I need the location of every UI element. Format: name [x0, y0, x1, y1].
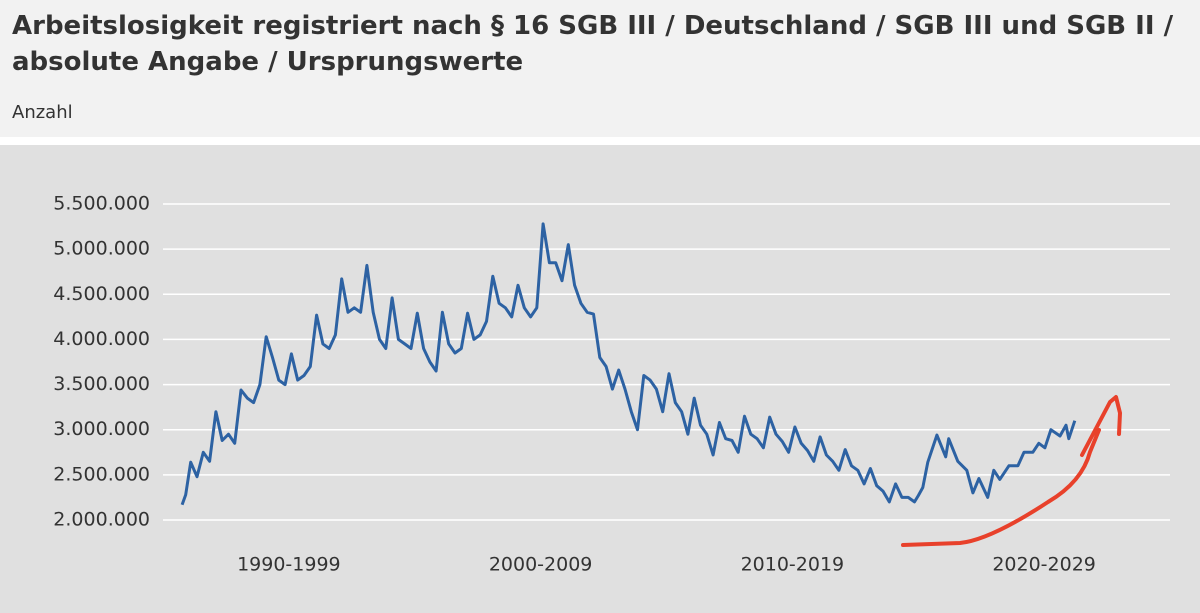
plot-background: [0, 145, 1200, 613]
chart: 2.000.000 2.500.000 3.000.000 3.500.000 4.00…: [0, 145, 1200, 613]
y-tick-label: 4.000.000: [53, 328, 150, 350]
x-tick-label: 2010-2019: [741, 554, 845, 576]
header: Arbeitslosigkeit registriert nach § 16 S…: [0, 0, 1200, 137]
chart-subtitle: Anzahl: [12, 102, 73, 123]
plot-area: 2.000.000 2.500.000 3.000.000 3.500.000 4.00…: [53, 193, 1170, 576]
x-tick-label: 1990-1999: [237, 554, 341, 576]
y-tick-label: 4.500.000: [53, 283, 150, 305]
hand-drawn-annotation: [901, 395, 1122, 547]
x-tick-label: 2020-2029: [992, 554, 1096, 576]
y-tick-label: 5.000.000: [53, 238, 150, 260]
y-tick-label: 2.500.000: [53, 463, 150, 485]
y-tick-label: 5.500.000: [53, 193, 150, 215]
chart-title: Arbeitslosigkeit registriert nach § 16 S…: [12, 11, 1174, 77]
data-line: [180, 222, 1077, 506]
y-tick-label: 3.000.000: [53, 418, 150, 440]
x-tick-label: 2000-2009: [489, 554, 593, 576]
y-tick-label: 2.000.000: [53, 509, 150, 531]
y-tick-label: 3.500.000: [53, 373, 150, 395]
